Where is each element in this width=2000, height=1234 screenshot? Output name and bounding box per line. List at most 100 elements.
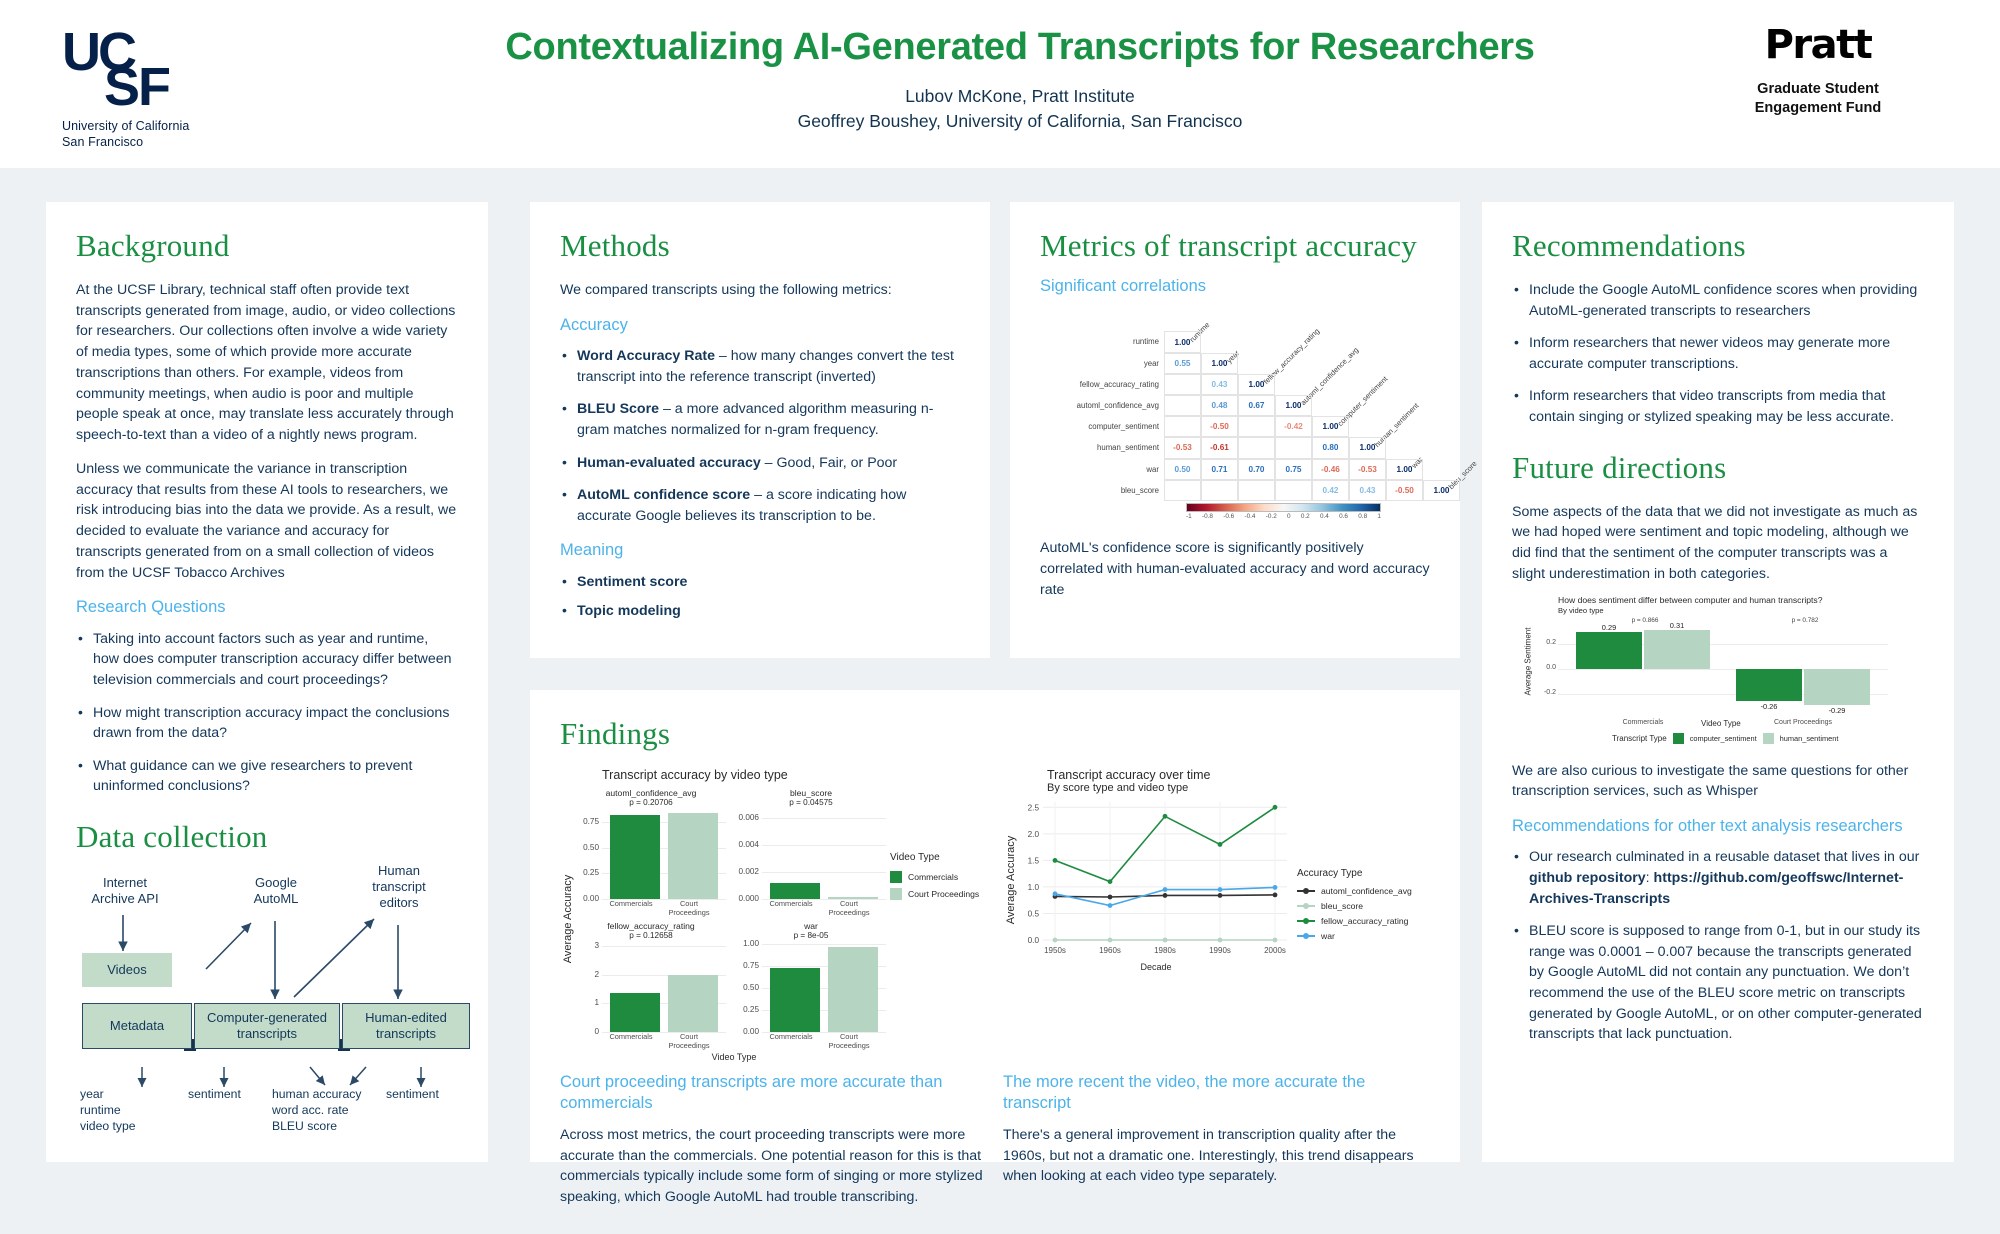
bar-facet: automl_confidence_avg p = 0.20706 0.00 0.25… — [576, 788, 726, 917]
pratt-logo: Pratt Graduate Student Engagement Fund — [1698, 22, 1938, 118]
diagram-box-computer-transcripts: Computer-generated transcripts — [194, 1002, 340, 1049]
methods-metric-item: BLEU Score – a more advanced algorithm m… — [560, 398, 960, 440]
corr-row: 0.42 0.43 -0.50 1.00 — [1164, 479, 1460, 501]
corr-row: 0.48 0.67 1.00 — [1164, 395, 1460, 417]
y-tick: 3 — [594, 940, 599, 950]
svg-text:1950s: 1950s — [1044, 946, 1066, 955]
ucsf-logo-sf: SF — [104, 56, 171, 117]
corr-cell — [1275, 437, 1312, 459]
corr-cell: 0.50 — [1164, 458, 1201, 480]
gridline — [762, 871, 886, 873]
svg-text:1990s: 1990s — [1209, 946, 1231, 955]
corr-row: 0.55 1.00 — [1164, 352, 1460, 374]
sentiment-chart: How does sentiment differ between comput… — [1516, 595, 1928, 747]
line-legend-label: bleu_score — [1321, 901, 1364, 911]
legend-label-court: Court Proceedings — [908, 889, 980, 899]
bar-chart-legend: Video Type Commercials Court Proceedings — [890, 788, 979, 1050]
bar-chart-xlabel: Video Type — [711, 1052, 757, 1062]
methods-metric-item: AutoML confidence score – a score indica… — [560, 484, 960, 526]
findings-charts-row: Transcript accuracy by video type Averag… — [560, 768, 1430, 1062]
findings-right-body: There's a general improvement in transcr… — [1003, 1126, 1414, 1185]
corr-row: 0.50 0.71 0.70 0.75 -0.46 -0.53 1.00 — [1164, 458, 1460, 480]
corr-scale-tick: 0 — [1287, 513, 1291, 521]
bar — [1736, 668, 1802, 701]
research-question-item: What guidance can we give researchers to… — [76, 755, 458, 797]
research-question-item: Taking into account factors such as year… — [76, 628, 458, 691]
bar — [668, 974, 718, 1032]
corr-cell: 1.00 — [1238, 373, 1275, 395]
y-tick: 0.25 — [743, 1005, 759, 1015]
ucsf-logo: UC SF University of California San Franc… — [62, 25, 292, 150]
y-tick: 0.0 — [1546, 663, 1556, 671]
author-1: Lubov McKone, Pratt Institute — [905, 85, 1135, 106]
line-legend-marker-icon — [1297, 903, 1315, 909]
y-tick: 0.25 — [583, 868, 599, 878]
methods-metric-item: Word Accuracy Rate – how many changes co… — [560, 345, 960, 387]
gridline — [762, 988, 886, 990]
ucsf-subtitle-line2: San Francisco — [62, 134, 144, 149]
gridline — [602, 945, 726, 947]
corr-scale-tick: -0.4 — [1244, 513, 1256, 521]
line-legend-marker-icon — [1297, 888, 1315, 894]
facet-plot-area — [762, 807, 886, 900]
corr-cell: 0.70 — [1238, 458, 1275, 480]
future-paragraph-1: Some aspects of the data that we did not… — [1512, 503, 1918, 582]
corr-scale-tick: -0.6 — [1223, 513, 1235, 521]
line-chart-legend-title: Accuracy Type — [1297, 868, 1363, 879]
diagram-box-videos: Videos — [82, 952, 172, 987]
line-chart-svg: 0.0 0.5 1.0 1.5 2.0 2.5 1950s 1960s 1980s 1990s 20… — [1028, 802, 1287, 955]
bar-value-label: -0.26 — [1760, 702, 1778, 711]
author-list: Lubov McKone, Pratt Institute Geoffrey B… — [380, 84, 1660, 135]
corr-cell — [1164, 373, 1201, 395]
line-legend-entry: bleu_score — [1297, 901, 1412, 911]
findings-left-subheading: Court proceeding transcripts are more ac… — [560, 1073, 943, 1113]
methods-heading: Methods — [560, 228, 670, 263]
corr-row: -0.50 -0.42 1.00 — [1164, 416, 1460, 438]
background-card: Background At the UCSF Library, technica… — [46, 202, 488, 1162]
legend-swatch-computer-sentiment-icon — [1672, 732, 1684, 744]
gridline — [762, 1032, 886, 1033]
research-question-item: How might transcription accuracy impact … — [76, 701, 458, 744]
facet-pvalue: p = 0.04575 — [789, 798, 833, 807]
recommendation-item: Include the Google AutoML confidence sco… — [1512, 279, 1924, 321]
line-legend-entries: automl_confidence_avg bleu_score fellow_ac… — [1297, 886, 1412, 941]
methods-metric-term: Human-evaluated accuracy — [577, 454, 761, 471]
y-tick: 0.75 — [743, 961, 759, 971]
gridline — [602, 847, 726, 849]
gridline — [762, 966, 886, 968]
line-legend-label: fellow_accuracy_rating — [1321, 916, 1409, 926]
methods-meaning-item: Sentiment score — [560, 571, 960, 593]
legend-swatch-commercials-icon — [890, 871, 902, 883]
github-repository-link[interactable]: https://github.com/geoffswc/Internet-Arc… — [1529, 870, 1904, 907]
svg-text:0.5: 0.5 — [1028, 909, 1040, 918]
gridline — [762, 1010, 886, 1012]
corr-cell — [1164, 479, 1201, 501]
x-tick: Court Proceedings — [828, 1032, 870, 1050]
bar — [770, 967, 820, 1032]
corr-cell: -0.42 — [1275, 416, 1312, 438]
svg-text:1.0: 1.0 — [1028, 883, 1040, 892]
page-title: Contextualizing AI-Generated Transcripts… — [505, 26, 1535, 68]
diagram-source-human-editors: Human transcript editors — [372, 862, 426, 911]
recommendations-list: Include the Google AutoML confidence sco… — [1512, 279, 1924, 428]
x-tick: Court Proceedings — [1774, 718, 1832, 726]
pvalue-annotation: p = 0.782 — [1791, 616, 1819, 624]
methods-meaning-label: Topic modeling — [577, 603, 681, 620]
facet-plot-area — [602, 807, 726, 900]
svg-text:2.0: 2.0 — [1028, 830, 1040, 839]
findings-heading: Findings — [560, 716, 671, 751]
corr-cell: -0.50 — [1201, 416, 1238, 438]
corr-scale-tick: 0.2 — [1300, 513, 1310, 521]
corr-cell — [1201, 479, 1238, 501]
y-tick: 1 — [594, 998, 599, 1008]
future-rec-item-repository: Our research culminated in a reusable da… — [1512, 846, 1924, 909]
line-legend-entry: fellow_accuracy_rating — [1297, 916, 1412, 926]
methods-metric-desc: – Good, Fair, or Poor — [760, 454, 898, 471]
corr-cell: 1.00 — [1423, 479, 1460, 501]
facet-title: war — [804, 921, 818, 931]
future-rec-pre: Our research culminated in a reusable da… — [1529, 849, 1920, 866]
methods-accuracy-heading: Accuracy — [560, 315, 628, 334]
corr-scale-tick: -0.8 — [1201, 513, 1213, 521]
legend-label-commercials: Commercials — [908, 872, 959, 882]
facet-y-axis: 0.00 0.25 0.50 0.75 — [576, 807, 602, 903]
